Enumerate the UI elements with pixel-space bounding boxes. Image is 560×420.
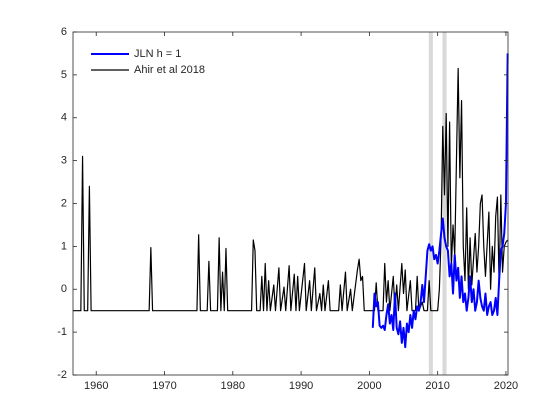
- x-tick-label: 2000: [357, 380, 381, 392]
- y-tick-label: -2: [57, 369, 67, 381]
- y-tick-label: 1: [61, 240, 67, 252]
- y-tick-label: 2: [61, 197, 67, 209]
- x-tick-label: 2020: [494, 380, 518, 392]
- x-tick-label: 1990: [289, 380, 313, 392]
- y-tick-label: -1: [57, 326, 67, 338]
- y-tick-label: 5: [61, 69, 67, 81]
- y-tick-label: 4: [61, 112, 67, 124]
- legend-label: Ahir et al 2018: [134, 64, 205, 76]
- y-tick-label: 3: [61, 155, 67, 167]
- shaded-region: [428, 32, 433, 375]
- y-tick-label: 6: [61, 26, 67, 38]
- x-tick-label: 1960: [84, 380, 108, 392]
- shaded-region: [442, 32, 447, 375]
- x-tick-label: 1970: [152, 380, 176, 392]
- plot-area: [73, 32, 508, 375]
- legend-label: JLN h = 1: [134, 48, 181, 60]
- series-line: [73, 67, 509, 312]
- y-tick-label: 0: [61, 283, 67, 295]
- x-tick-label: 2010: [425, 380, 449, 392]
- series-line: [371, 53, 509, 349]
- x-tick-label: 1980: [221, 380, 245, 392]
